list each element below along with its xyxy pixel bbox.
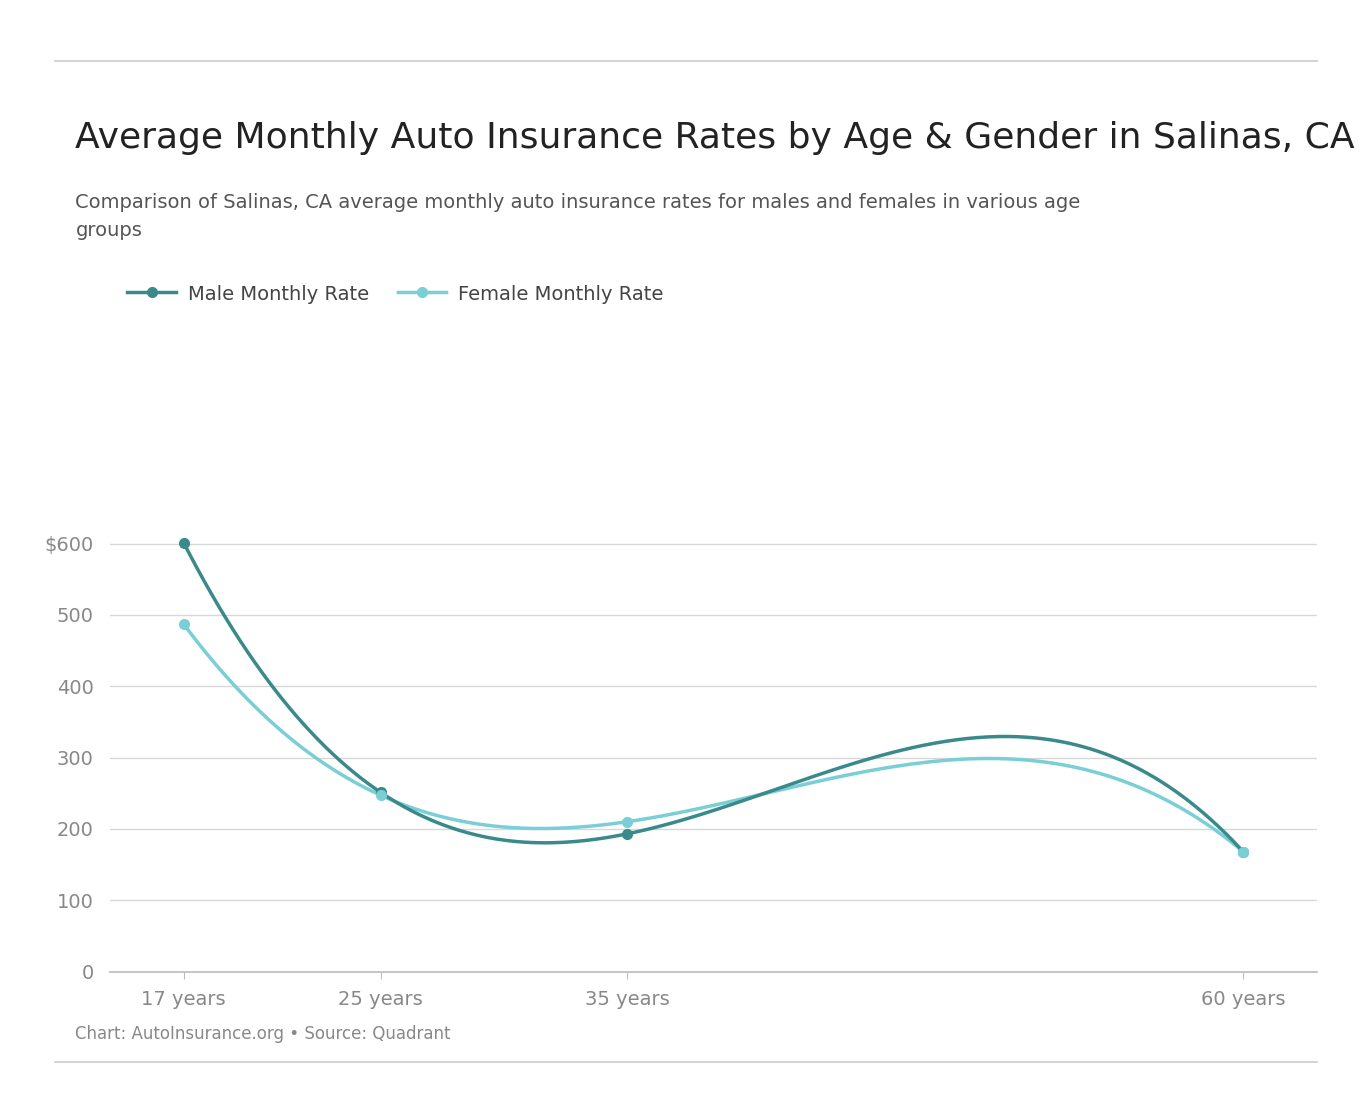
Text: Chart: AutoInsurance.org • Source: Quadrant: Chart: AutoInsurance.org • Source: Quadr… — [75, 1025, 451, 1042]
Legend: Male Monthly Rate, Female Monthly Rate: Male Monthly Rate, Female Monthly Rate — [119, 276, 671, 311]
Text: Average Monthly Auto Insurance Rates by Age & Gender in Salinas, CA: Average Monthly Auto Insurance Rates by … — [75, 121, 1356, 156]
Text: Comparison of Salinas, CA average monthly auto insurance rates for males and fem: Comparison of Salinas, CA average monthl… — [75, 193, 1081, 241]
